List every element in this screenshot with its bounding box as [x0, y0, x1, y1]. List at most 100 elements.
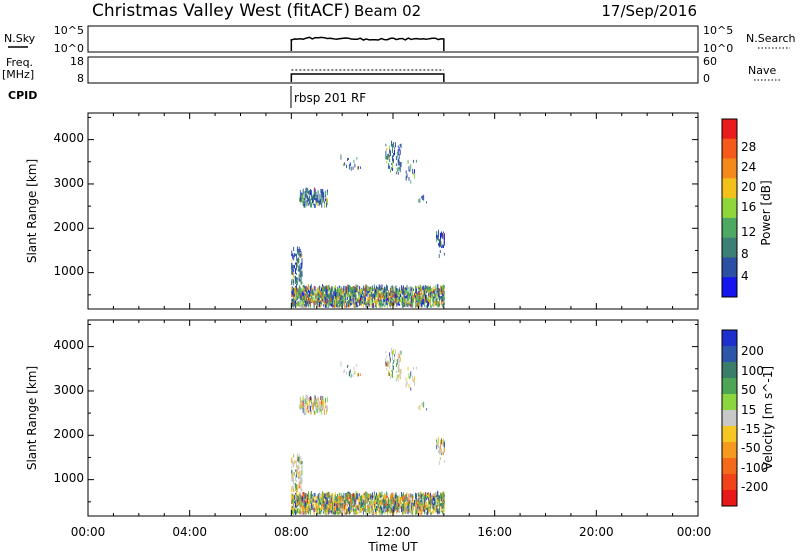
velocity-cell [399, 356, 401, 363]
power-cell [424, 292, 426, 297]
power-cell [363, 298, 365, 302]
power-cell [326, 198, 328, 205]
velocity-cell [440, 439, 441, 443]
velocity-cell [344, 504, 346, 510]
power-cell [334, 305, 336, 308]
power-cell [365, 289, 367, 293]
power-cell [354, 163, 356, 168]
velocity-cell [372, 503, 374, 510]
velocity-cell [394, 500, 396, 506]
power-cell [368, 304, 370, 307]
velocity-cell [428, 500, 429, 505]
power-cell [443, 240, 445, 245]
velocity-cell [293, 488, 295, 493]
power-cell [404, 292, 406, 295]
velocity-cell [347, 503, 349, 507]
velocity-cell [437, 496, 439, 501]
freq-left-tick-top: 18 [70, 55, 84, 68]
velocity-cell [353, 504, 355, 507]
velocity-cell [342, 497, 344, 501]
power-cell [334, 291, 336, 297]
power-cell [320, 199, 322, 203]
velocity-cell [398, 373, 400, 377]
velocity-cell [391, 497, 393, 501]
velocity-cell [323, 493, 325, 498]
power-cell [409, 293, 411, 297]
velocity-cell [329, 498, 331, 504]
power-cell [348, 300, 350, 305]
velocity-cell [311, 505, 313, 510]
velocity-cell [293, 462, 295, 468]
power-cell [331, 285, 333, 291]
velocity-cell [420, 495, 422, 500]
beam-title: Beam 02 [354, 2, 421, 20]
velocity-cell [310, 491, 312, 497]
power-cell [399, 149, 401, 156]
power-cell [389, 295, 391, 299]
velocity-cell [354, 504, 356, 509]
velocity-cell [439, 502, 441, 508]
velocity-cell [359, 503, 361, 509]
velocity-cell [411, 510, 413, 515]
power-cell [359, 303, 361, 306]
velocity-cell [292, 506, 294, 509]
velocity-cell [341, 497, 343, 501]
power-cell [402, 302, 403, 308]
velocity-cell [321, 495, 323, 499]
power-cell [420, 288, 422, 293]
velocity-cell [356, 508, 358, 515]
power-cell [357, 297, 359, 300]
velocity-cell [349, 491, 350, 497]
power-cell [314, 295, 316, 300]
velocity-cell [377, 505, 379, 508]
power-cell [320, 291, 322, 296]
velocity-cell [341, 508, 343, 513]
power-cell [304, 295, 306, 302]
velocity-cell [399, 510, 401, 513]
velocity-cell [362, 499, 364, 506]
velocity-cell [392, 350, 393, 356]
power-cell [329, 291, 331, 297]
power-cell [309, 294, 310, 299]
velocity-cell [367, 509, 369, 512]
power-cell [396, 302, 398, 307]
velocity-cell [389, 365, 391, 369]
power-cell [389, 296, 390, 301]
power-cell [398, 289, 400, 295]
power-cell [347, 294, 349, 297]
power-cell [394, 147, 395, 150]
power-cell [321, 298, 323, 303]
power-cell [307, 291, 309, 297]
velocity-cell [431, 499, 433, 504]
power-cell [376, 292, 378, 298]
power-cell [337, 300, 339, 304]
power-cell [296, 292, 298, 297]
power-cell [299, 201, 301, 204]
power-cell [381, 301, 383, 307]
power-cell [392, 286, 394, 291]
power-cell [311, 289, 313, 294]
power-cell [314, 192, 316, 196]
power-cell [298, 265, 300, 270]
velocity-cell [420, 492, 422, 498]
colorbar-segment [722, 346, 737, 363]
power-cell [292, 271, 294, 275]
power-cell [300, 197, 302, 202]
power-cell [347, 157, 349, 161]
power-cell [310, 198, 312, 205]
velocity-cell [358, 373, 360, 377]
power-cell [443, 287, 445, 290]
power-cell [440, 241, 441, 247]
power-cell [318, 304, 320, 307]
power-cell [314, 198, 316, 201]
power-cell [333, 295, 335, 300]
power-cell [369, 287, 371, 293]
velocity-cell [390, 360, 392, 364]
power-cell [356, 301, 358, 308]
velocity-cell [320, 409, 322, 412]
velocity-cell [354, 497, 356, 500]
power-cell [394, 288, 396, 292]
velocity-cell [408, 504, 410, 508]
power-cell [313, 191, 315, 196]
power-cell [408, 286, 410, 291]
